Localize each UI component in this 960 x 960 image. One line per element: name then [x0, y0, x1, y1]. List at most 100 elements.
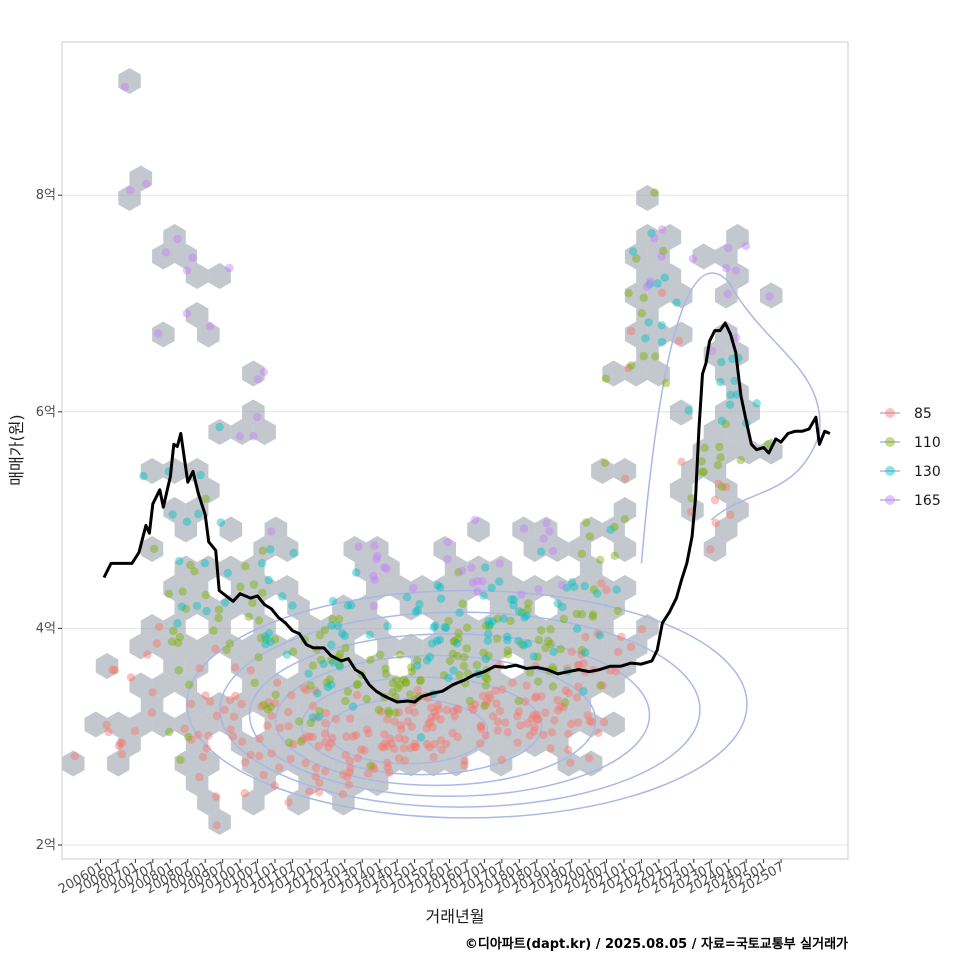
hexbin-241 [546, 575, 569, 601]
point-130-486 [261, 632, 270, 641]
hexbin-140 [152, 711, 175, 738]
point-110-299 [271, 690, 280, 699]
hexbin-53 [320, 692, 344, 718]
hexbin-120 [613, 458, 637, 484]
hexbin-150 [253, 653, 276, 679]
hexbin-184 [523, 614, 547, 640]
point-85-77 [321, 719, 330, 728]
point-85-83 [314, 787, 324, 797]
hexbin-50 [309, 711, 333, 738]
point-85-221 [564, 745, 573, 754]
point-85-206 [529, 711, 538, 720]
point-85-71 [344, 780, 353, 789]
point-85-255 [602, 585, 611, 594]
point-85-21 [211, 792, 221, 801]
point-85-155 [425, 743, 434, 752]
point-110-420 [548, 682, 558, 691]
point-85-79 [363, 769, 373, 778]
point-110-424 [572, 609, 581, 619]
point-85-262 [621, 474, 630, 483]
point-85-239 [559, 703, 568, 712]
point-85-33 [229, 712, 239, 721]
contour-5 [326, 698, 489, 765]
hexbin-113 [602, 672, 625, 699]
hexbin-172 [444, 633, 468, 660]
hexbin-168 [444, 555, 468, 582]
point-85-248 [626, 642, 636, 652]
point-110-403 [544, 636, 553, 646]
hexbin-206 [715, 438, 738, 465]
point-85-164 [436, 715, 445, 724]
hexbin-151 [253, 536, 276, 562]
point-85-104 [396, 721, 405, 730]
point-110-439 [632, 254, 641, 263]
point-130-510 [452, 639, 462, 648]
point-110-450 [716, 453, 725, 462]
point-130-502 [315, 712, 324, 721]
point-130-592 [725, 400, 735, 409]
hexbin-80 [512, 711, 535, 738]
point-110-279 [150, 544, 159, 554]
point-110-342 [416, 676, 425, 686]
point-110-408 [533, 652, 542, 662]
point-130-562 [553, 599, 562, 608]
point-130-581 [653, 279, 662, 288]
point-110-281 [181, 604, 191, 613]
point-130-462 [196, 470, 205, 480]
point-130-541 [507, 595, 516, 604]
point-85-41 [267, 749, 276, 758]
point-85-4 [118, 738, 127, 747]
hexbin-23 [185, 770, 209, 796]
point-85-9 [126, 673, 136, 682]
hexbin-223 [219, 594, 243, 621]
point-165-632 [539, 534, 548, 543]
point-110-441 [639, 351, 648, 361]
hexbin-154 [343, 692, 366, 718]
point-85-120 [380, 739, 390, 748]
point-85-0 [104, 727, 113, 737]
hexbin-235 [478, 575, 502, 601]
point-110-355 [392, 675, 401, 684]
point-110-371 [439, 671, 449, 680]
hexbin-139 [197, 594, 220, 621]
hexbin-186 [579, 672, 603, 699]
point-85-51 [263, 721, 272, 730]
point-85-131 [448, 728, 457, 738]
point-85-169 [477, 724, 486, 734]
point-130-561 [579, 687, 588, 696]
point-85-265 [722, 482, 731, 492]
hexbin-9 [140, 692, 164, 718]
point-130-526 [442, 623, 451, 633]
hexbin-238 [523, 536, 547, 562]
hexbin-192 [602, 516, 625, 543]
point-85-129 [383, 741, 392, 750]
point-110-287 [201, 494, 211, 503]
hexbin-163 [399, 633, 423, 660]
point-110-370 [462, 623, 472, 632]
hexbin-217 [208, 419, 231, 445]
point-85-91 [321, 729, 330, 738]
hexbin-287 [658, 224, 682, 250]
point-110-379 [480, 701, 489, 711]
point-85-12 [147, 708, 157, 717]
hexbin-224 [275, 536, 299, 562]
point-110-382 [472, 660, 482, 670]
point-85-250 [611, 667, 621, 676]
hexbin-230 [422, 633, 445, 660]
point-85-203 [527, 714, 537, 723]
point-130-514 [436, 594, 446, 603]
point-85-172 [469, 705, 478, 715]
point-85-11 [143, 650, 152, 659]
point-110-395 [450, 636, 459, 646]
y-tick-label-1: 4억 [36, 621, 56, 636]
hexbin-226 [366, 614, 389, 640]
point-110-276 [169, 626, 178, 635]
point-85-178 [493, 717, 503, 727]
point-110-356 [391, 708, 400, 717]
point-110-322 [328, 614, 337, 624]
hexbin-204 [703, 419, 727, 445]
hexbin-222 [287, 594, 310, 621]
point-130-487 [323, 682, 332, 692]
hexbin-280 [433, 536, 456, 562]
point-110-393 [485, 621, 494, 631]
